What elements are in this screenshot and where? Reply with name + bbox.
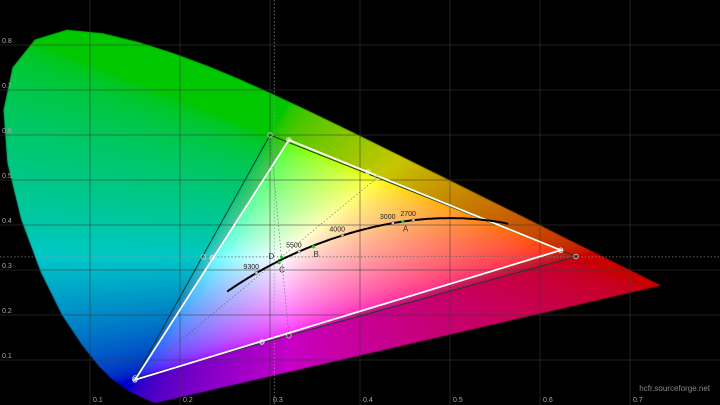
illuminant-label: B <box>314 250 319 259</box>
watermark: hcfr.sourceforge.net <box>639 384 710 393</box>
cct-marker <box>297 249 301 254</box>
measured-gamut-triangle <box>132 138 564 382</box>
illuminant-marker <box>277 261 281 265</box>
cct-marker <box>340 233 345 238</box>
reference-primary-point <box>132 375 138 381</box>
y-tick-label: 0.1 <box>2 353 12 360</box>
x-tick-label: 0.7 <box>633 397 643 404</box>
cct-label: 9300 <box>243 264 259 271</box>
x-tick-label: 0.3 <box>273 397 283 404</box>
measured-secondary-point <box>365 169 371 175</box>
x-tick-label: 0.2 <box>183 397 193 404</box>
reference-gamut-triangle <box>133 134 578 379</box>
y-tick-label: 0.8 <box>2 38 12 45</box>
y-tick-label: 0.5 <box>2 173 12 180</box>
illuminant-marker <box>279 255 284 259</box>
measured-primary-point <box>132 377 138 383</box>
y-tick-label: 0.7 <box>2 83 12 90</box>
y-tick-label: 0.4 <box>2 218 12 225</box>
reference-secondary-point <box>200 254 207 260</box>
cct-label: 2700 <box>400 211 416 218</box>
y-tick-label: 0.2 <box>2 308 12 315</box>
cct-marker <box>411 218 416 222</box>
x-tick-label: 0.4 <box>363 397 373 404</box>
cct-label: 3000 <box>380 214 396 221</box>
x-tick-label: 0.5 <box>453 397 463 404</box>
reference-primary-point <box>267 132 273 138</box>
x-tick-label: 0.1 <box>93 397 103 404</box>
reference-primary-point <box>573 253 579 260</box>
measured-secondary-point <box>209 255 216 261</box>
cct-label: 4000 <box>329 226 345 233</box>
cct-marker <box>391 221 395 225</box>
illuminant-label: A <box>403 225 409 234</box>
cct-label: 5500 <box>286 243 302 250</box>
illuminant-marker <box>401 220 405 224</box>
y-tick-label: 0.6 <box>2 128 12 135</box>
measured-primary-point <box>558 247 564 253</box>
illuminant-label: C <box>279 266 285 275</box>
y-tick-label: 0.3 <box>2 263 12 270</box>
measured-secondary-point <box>259 339 265 345</box>
cct-marker <box>254 271 259 275</box>
reference-secondary-point <box>286 333 292 339</box>
illuminant-marker <box>311 245 316 249</box>
planckian-locus <box>226 217 509 293</box>
measured-primary-point <box>286 137 292 143</box>
primary-secondary-line <box>134 177 378 379</box>
x-tick-label: 0.6 <box>543 397 553 404</box>
illuminant-label: D <box>268 252 274 261</box>
reference-secondary-point <box>374 175 380 181</box>
